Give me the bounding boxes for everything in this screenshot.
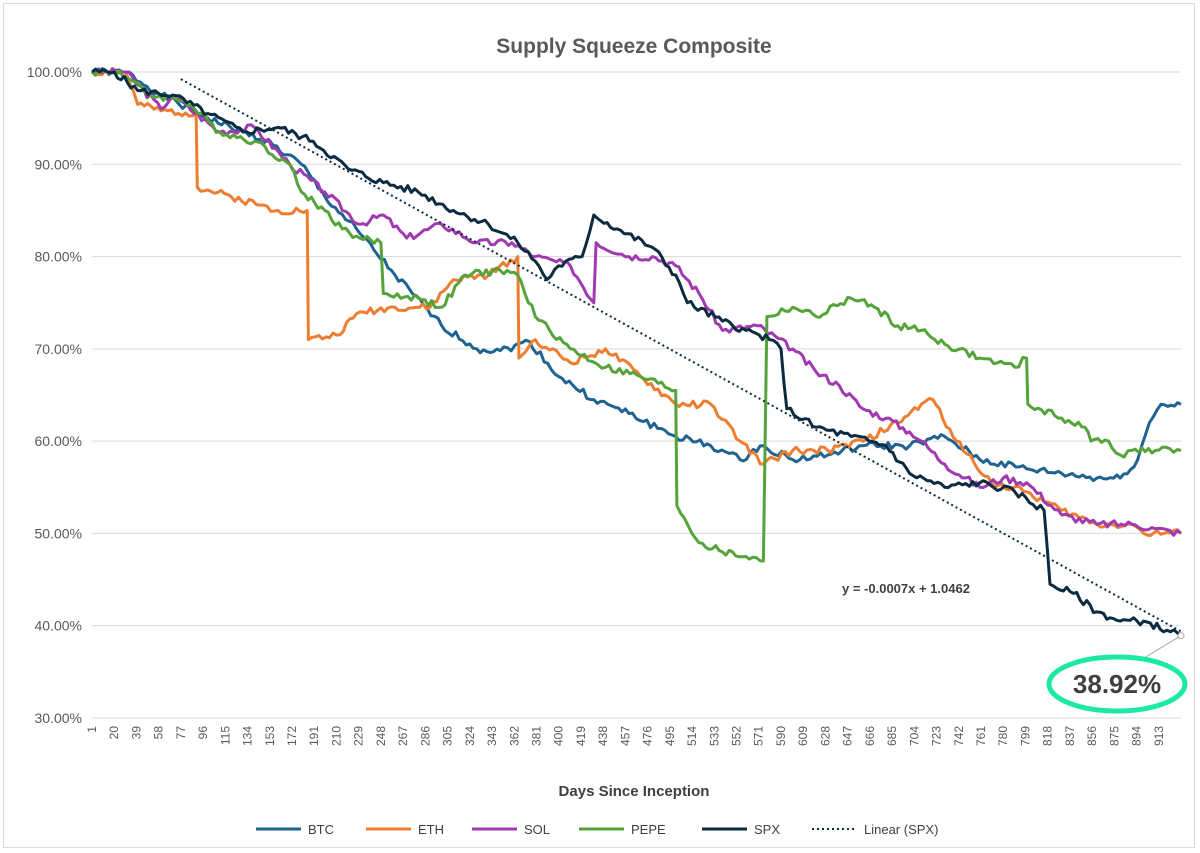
x-tick-label: 77 <box>174 726 188 740</box>
legend-label: ETH <box>418 822 444 837</box>
y-tick-label: 90.00% <box>35 156 82 172</box>
x-tick-label: 856 <box>1085 726 1099 746</box>
x-tick-label: 647 <box>841 726 855 746</box>
x-tick-label: 514 <box>685 726 699 746</box>
x-tick-label: 400 <box>552 726 566 746</box>
callout-point <box>1177 632 1185 640</box>
x-tick-label: 20 <box>107 726 121 740</box>
chart-title: Supply Squeeze Composite <box>496 35 771 58</box>
x-tick-label: 343 <box>485 726 499 746</box>
x-tick-label: 286 <box>418 726 432 746</box>
y-tick-label: 50.00% <box>35 525 82 541</box>
x-tick-label: 609 <box>796 726 810 746</box>
callout-value: 38.92% <box>1073 669 1161 699</box>
legend-item-linear-spx: Linear (SPX) <box>812 822 938 837</box>
x-tick-label: 875 <box>1107 726 1121 746</box>
x-tick-label: 115 <box>218 726 232 745</box>
legend-label: PEPE <box>631 822 666 837</box>
y-tick-label: 40.00% <box>35 618 82 634</box>
x-tick-label: 210 <box>329 726 343 746</box>
series-layer <box>90 67 1183 637</box>
x-tick-label: 1 <box>85 726 99 733</box>
x-tick-label: 533 <box>707 726 721 746</box>
x-tick-label: 191 <box>307 726 321 746</box>
legend-item-sol: SOL <box>472 822 550 837</box>
callout: 38.92% <box>1046 632 1188 714</box>
x-tick-label: 39 <box>129 726 143 740</box>
y-tick-label: 80.00% <box>35 249 82 265</box>
legend-label: BTC <box>308 822 334 837</box>
x-tick-label: 495 <box>663 726 677 746</box>
y-tick-label: 70.00% <box>35 341 82 357</box>
x-tick-label: 780 <box>996 726 1010 746</box>
x-tick-label: 362 <box>507 726 521 746</box>
callout-ring <box>1046 654 1188 714</box>
x-tick-label: 742 <box>952 726 966 746</box>
x-tick-label: 704 <box>907 726 921 746</box>
trendline-layer <box>180 78 1182 633</box>
legend-item-btc: BTC <box>256 822 334 837</box>
trendline-equation: y = -0.0007x + 1.0462 <box>842 581 970 596</box>
x-tick-label: 172 <box>285 726 299 746</box>
chart-frame: Supply Squeeze Composite 100.00% 90.00% 80… <box>3 3 1195 848</box>
series-line-eth <box>91 68 1183 538</box>
y-axis-ticks: 100.00% 90.00% 80.00% 70.00% 60.00% 50.00% 40.… <box>27 64 82 726</box>
x-tick-label: 153 <box>263 726 277 746</box>
gridlines <box>92 71 1181 719</box>
chart-canvas: Supply Squeeze Composite 100.00% 90.00% 80… <box>27 35 1188 837</box>
x-tick-label: 96 <box>196 726 210 740</box>
x-tick-label: 590 <box>774 726 788 746</box>
y-tick-label: 100.00% <box>27 64 82 80</box>
x-tick-label: 628 <box>818 726 832 746</box>
x-tick-label: 457 <box>618 726 632 746</box>
x-tick-label: 818 <box>1041 726 1055 746</box>
legend-item-spx: SPX <box>702 822 780 837</box>
x-tick-label: 723 <box>930 726 944 746</box>
x-tick-label: 799 <box>1018 726 1032 746</box>
x-tick-label: 894 <box>1130 726 1144 746</box>
x-tick-label: 913 <box>1152 726 1166 746</box>
series-line-sol <box>91 67 1182 537</box>
x-tick-label: 305 <box>441 726 455 746</box>
y-tick-label: 30.00% <box>35 710 82 726</box>
trendline-spx <box>180 78 1182 633</box>
x-axis-title: Days Since Inception <box>559 783 710 800</box>
legend-item-pepe: PEPE <box>579 822 666 837</box>
legend-label: Linear (SPX) <box>864 822 938 837</box>
x-tick-label: 761 <box>974 726 988 746</box>
callout-leader-line <box>1143 635 1182 659</box>
x-tick-label: 381 <box>529 726 543 746</box>
x-tick-label: 134 <box>241 726 255 746</box>
x-tick-label: 229 <box>352 726 366 746</box>
x-axis-ticks: 1 20 39 58 77 96 115 134 153 172 191 210 229 248 267 28… <box>85 726 1166 746</box>
y-tick-label: 60.00% <box>35 433 82 449</box>
x-tick-label: 666 <box>863 726 877 746</box>
x-tick-label: 438 <box>596 726 610 746</box>
x-tick-label: 552 <box>730 726 744 746</box>
x-tick-label: 685 <box>885 726 899 746</box>
x-tick-label: 58 <box>152 726 166 740</box>
series-line-pepe <box>90 68 1182 563</box>
x-tick-label: 324 <box>463 726 477 746</box>
x-tick-label: 837 <box>1063 726 1077 746</box>
x-tick-label: 476 <box>641 726 655 746</box>
series-line-spx <box>91 67 1182 637</box>
x-tick-label: 419 <box>574 726 588 746</box>
x-tick-label: 248 <box>374 726 388 746</box>
legend: BTC ETH SOL PEPE SPX Linear (SPX) <box>256 822 938 837</box>
x-tick-label: 267 <box>396 726 410 746</box>
x-tick-label: 571 <box>752 726 766 746</box>
legend-label: SPX <box>754 822 780 837</box>
legend-item-eth: ETH <box>366 822 444 837</box>
legend-label: SOL <box>524 822 550 837</box>
